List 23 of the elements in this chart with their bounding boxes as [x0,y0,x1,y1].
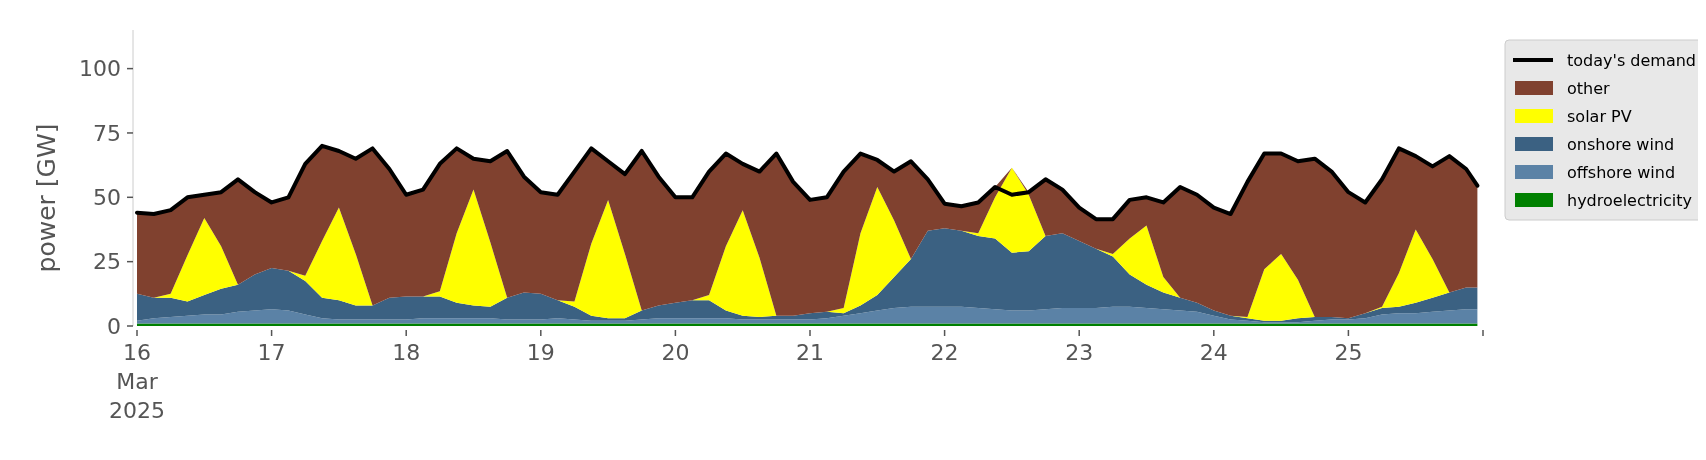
y-tick-label: 25 [93,249,121,275]
x-tick-label: 19 [526,340,555,365]
y-tick-label: 50 [93,185,121,210]
x-tick-label: 22 [930,340,959,365]
x-tick-label: 21 [796,340,824,365]
legend-label: other [1567,78,1611,98]
legend-label: solar PV [1567,106,1632,126]
x-tick-label: 24 [1199,340,1228,365]
legend-label: hydroelectricity [1567,190,1692,210]
y-tick-label: 0 [107,313,121,339]
x-tick-label: 17 [257,340,286,365]
line-series [135,143,1480,222]
x-tick-label: 16 Mar 2025 [109,340,165,423]
x-tick-label: 20 [661,340,690,365]
x-tick-label: 23 [1065,340,1094,365]
legend-label: today's demand [1567,50,1696,70]
legend-label: onshore wind [1567,134,1675,154]
x-tick-label: 25 [1334,340,1363,365]
y-axis-title: power [GW] [32,123,61,273]
y-tick-label: 75 [93,120,121,146]
legend-label: offshore wind [1567,162,1676,182]
x-tick-label: 18 [392,340,421,365]
y-tick-label: 100 [79,56,121,82]
